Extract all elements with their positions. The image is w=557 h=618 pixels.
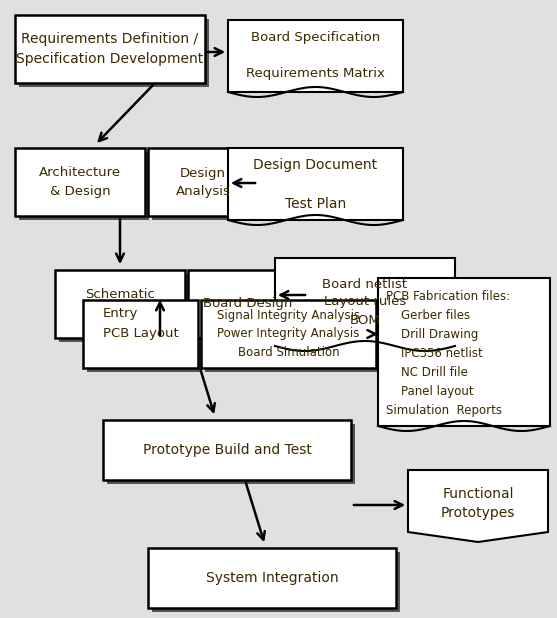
FancyBboxPatch shape (152, 552, 400, 612)
FancyBboxPatch shape (15, 15, 205, 83)
Text: Design Document

Test Plan: Design Document Test Plan (253, 158, 378, 211)
FancyBboxPatch shape (148, 148, 258, 216)
Text: Architecture
& Design: Architecture & Design (39, 166, 121, 198)
FancyBboxPatch shape (152, 152, 262, 220)
FancyBboxPatch shape (378, 278, 550, 426)
Text: PCB Fabrication files:
    Gerber files
    Drill Drawing
    IPC356 netlist
   : PCB Fabrication files: Gerber files Dril… (386, 290, 510, 417)
FancyBboxPatch shape (205, 304, 380, 372)
Text: Board netlist
Layout rules
BOM: Board netlist Layout rules BOM (323, 277, 408, 326)
FancyBboxPatch shape (148, 548, 396, 608)
FancyBboxPatch shape (83, 300, 198, 368)
Text: System Integration: System Integration (206, 571, 338, 585)
FancyBboxPatch shape (188, 270, 308, 338)
FancyBboxPatch shape (201, 300, 376, 368)
Text: Schematic
Entry: Schematic Entry (85, 289, 155, 320)
Polygon shape (408, 470, 548, 542)
FancyBboxPatch shape (55, 270, 185, 338)
FancyBboxPatch shape (15, 148, 145, 216)
FancyBboxPatch shape (103, 420, 351, 480)
FancyBboxPatch shape (275, 258, 455, 346)
FancyBboxPatch shape (228, 20, 403, 92)
Text: Board Specification

Requirements Matrix: Board Specification Requirements Matrix (246, 32, 385, 80)
FancyBboxPatch shape (19, 19, 209, 87)
FancyBboxPatch shape (87, 304, 202, 372)
FancyBboxPatch shape (19, 152, 149, 220)
FancyBboxPatch shape (107, 424, 355, 484)
FancyBboxPatch shape (228, 148, 403, 220)
FancyBboxPatch shape (59, 274, 189, 342)
Text: Prototype Build and Test: Prototype Build and Test (143, 443, 311, 457)
Text: Signal Integrity Analysis
Power Integrity Analysis
Board Simulation: Signal Integrity Analysis Power Integrit… (217, 310, 360, 358)
Text: Board Design: Board Design (203, 297, 292, 310)
Text: Design
Analysis: Design Analysis (175, 166, 231, 198)
Text: Functional
Prototypes: Functional Prototypes (441, 487, 515, 520)
FancyBboxPatch shape (192, 274, 312, 342)
Text: PCB Layout: PCB Layout (102, 328, 178, 341)
Text: Requirements Definition /
Specification Development: Requirements Definition / Specification … (16, 32, 204, 66)
